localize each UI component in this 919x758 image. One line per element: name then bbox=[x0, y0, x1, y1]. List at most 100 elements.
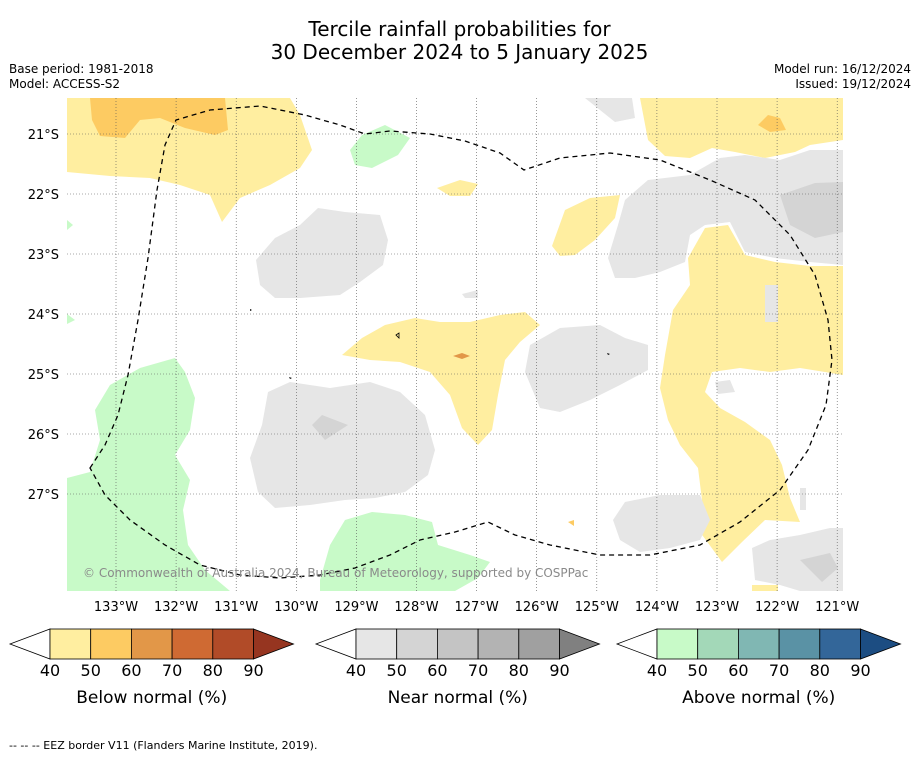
near-normal-region-west bbox=[256, 208, 388, 298]
colorbar-tick-label: 80 bbox=[509, 661, 529, 680]
below-normal-core-ne bbox=[758, 115, 786, 132]
map-title: Tercile rainfall probabilities for 30 De… bbox=[0, 18, 919, 64]
small-contour-a bbox=[395, 332, 400, 339]
colorbar-extension-low bbox=[314, 628, 357, 660]
meta-right: Model run: 16/12/2024 Issued: 19/12/2024 bbox=[774, 62, 911, 92]
graticule bbox=[67, 98, 843, 591]
near-normal-region-south bbox=[613, 495, 710, 552]
below-normal-small-patch bbox=[437, 180, 478, 196]
below-normal-dot bbox=[568, 520, 574, 526]
colorbar-tick-label: 90 bbox=[549, 661, 569, 680]
copyright-text: © Commonwealth of Australia 2024, Bureau… bbox=[83, 566, 588, 580]
longitude-label: 124°W bbox=[635, 600, 679, 615]
eez-footnote: -- -- -- EEZ border V11 (Flanders Marine… bbox=[9, 739, 318, 752]
longitude-label: 122°W bbox=[755, 600, 799, 615]
model-run: Model run: 16/12/2024 bbox=[773, 62, 911, 76]
colorbar-tick-label: 40 bbox=[40, 661, 60, 680]
above-normal-edge-b bbox=[67, 314, 75, 324]
near-normal-region-southwest bbox=[250, 382, 435, 508]
small-contour-b bbox=[289, 377, 292, 379]
small-contour-c bbox=[250, 309, 252, 311]
longitude-label: 123°W bbox=[695, 600, 739, 615]
near-normal-small-a bbox=[462, 290, 478, 298]
longitude-label: 133°W bbox=[94, 600, 138, 615]
colorbar-segment bbox=[212, 628, 254, 660]
colorbar-tick-label: 80 bbox=[203, 661, 223, 680]
below-normal-region-mid bbox=[552, 195, 620, 256]
longitude-label: 121°W bbox=[815, 600, 859, 615]
longitude-label: 126°W bbox=[515, 600, 559, 615]
map-area bbox=[67, 98, 843, 591]
latitude-label: 23°S bbox=[28, 248, 59, 263]
near-normal-core-se bbox=[800, 553, 838, 582]
longitude-labels: 133°W 132°W 131°W 130°W 129°W 128°W 127°W 126°W… bbox=[94, 600, 860, 615]
colorbar-segment bbox=[90, 628, 132, 660]
colorbar-extension-low bbox=[615, 628, 658, 660]
colorbar-title: Above normal (%) bbox=[682, 688, 835, 708]
colorbar: 40 50 60 70 80 90 Above normal (%) bbox=[615, 628, 902, 708]
below-normal-region-center bbox=[342, 312, 540, 445]
colorbars: 40 50 60 70 80 90 Below normal (%) 40 50 60 70 80 90… bbox=[8, 628, 902, 708]
colorbar-tick-label: 50 bbox=[387, 661, 407, 680]
colorbar: 40 50 60 70 80 90 Near normal (%) bbox=[314, 628, 601, 708]
colorbar-tick-label: 60 bbox=[121, 661, 141, 680]
longitude-label: 125°W bbox=[575, 600, 619, 615]
longitude-label: 130°W bbox=[274, 600, 318, 615]
latitude-label: 25°S bbox=[28, 368, 59, 383]
colorbar-title: Near normal (%) bbox=[388, 688, 528, 708]
near-normal-region-ne bbox=[608, 150, 843, 278]
colorbar-extension-high bbox=[860, 628, 902, 660]
colorbar-tick-label: 70 bbox=[769, 661, 789, 680]
longitude-label: 127°W bbox=[455, 600, 499, 615]
colorbar-tick-label: 60 bbox=[728, 661, 748, 680]
below-normal-region-ne bbox=[640, 98, 843, 158]
above-normal-region-southwest bbox=[67, 358, 230, 591]
above-normal-region-north bbox=[350, 125, 410, 168]
longitude-label: 128°W bbox=[394, 600, 438, 615]
latitude-label: 21°S bbox=[28, 128, 59, 143]
near-normal-sliver-se bbox=[800, 488, 806, 510]
above-normal-region-south bbox=[320, 512, 490, 591]
colorbar-extension-high bbox=[559, 628, 601, 660]
colorbar-tick-label: 60 bbox=[427, 661, 447, 680]
colorbar-tick-label: 40 bbox=[346, 661, 366, 680]
model-name: Model: ACCESS-S2 bbox=[9, 77, 121, 91]
colorbar-segment bbox=[171, 628, 214, 660]
colorbar-segment bbox=[738, 628, 780, 660]
eez-border bbox=[89, 105, 833, 579]
colorbar-segment bbox=[130, 628, 173, 660]
above-normal-edge-a bbox=[67, 220, 73, 230]
latitude-label: 26°S bbox=[28, 428, 59, 443]
colorbar-tick-label: 90 bbox=[850, 661, 870, 680]
title-line-2: 30 December 2024 to 5 January 2025 bbox=[270, 40, 649, 64]
latitude-label: 27°S bbox=[28, 488, 59, 503]
latitude-label: 22°S bbox=[28, 188, 59, 203]
near-normal-patch-top bbox=[585, 98, 635, 122]
colorbar-segment bbox=[697, 628, 739, 660]
below-normal-core-nw bbox=[90, 98, 228, 138]
near-normal-core-ne bbox=[780, 182, 843, 238]
longitude-label: 131°W bbox=[214, 600, 258, 615]
colorbar-tick-label: 70 bbox=[162, 661, 182, 680]
colorbar-tick-label: 50 bbox=[81, 661, 101, 680]
below-normal-spot-center bbox=[453, 353, 470, 359]
small-contour-d bbox=[607, 353, 610, 355]
latitude-label: 24°S bbox=[28, 308, 59, 323]
latitude-labels: 21°S 22°S 23°S 24°S 25°S 26°S 27°S bbox=[28, 128, 59, 503]
colorbar: 40 50 60 70 80 90 Below normal (%) bbox=[8, 628, 295, 708]
colorbar-segment bbox=[518, 628, 560, 660]
near-normal-inner-east bbox=[765, 285, 778, 322]
colorbar-extension-high bbox=[253, 628, 295, 660]
colorbar-tick-label: 70 bbox=[468, 661, 488, 680]
longitude-label: 129°W bbox=[334, 600, 378, 615]
colorbar-segment bbox=[477, 628, 520, 660]
base-period: Base period: 1981-2018 bbox=[9, 62, 154, 76]
colorbar-title: Below normal (%) bbox=[76, 688, 227, 708]
colorbar-segment bbox=[436, 628, 479, 660]
colorbar-segment bbox=[396, 628, 438, 660]
below-normal-region-east bbox=[660, 225, 843, 562]
colorbar-tick-label: 80 bbox=[810, 661, 830, 680]
colorbar-segment bbox=[49, 628, 92, 660]
colorbar-segment bbox=[778, 628, 821, 660]
